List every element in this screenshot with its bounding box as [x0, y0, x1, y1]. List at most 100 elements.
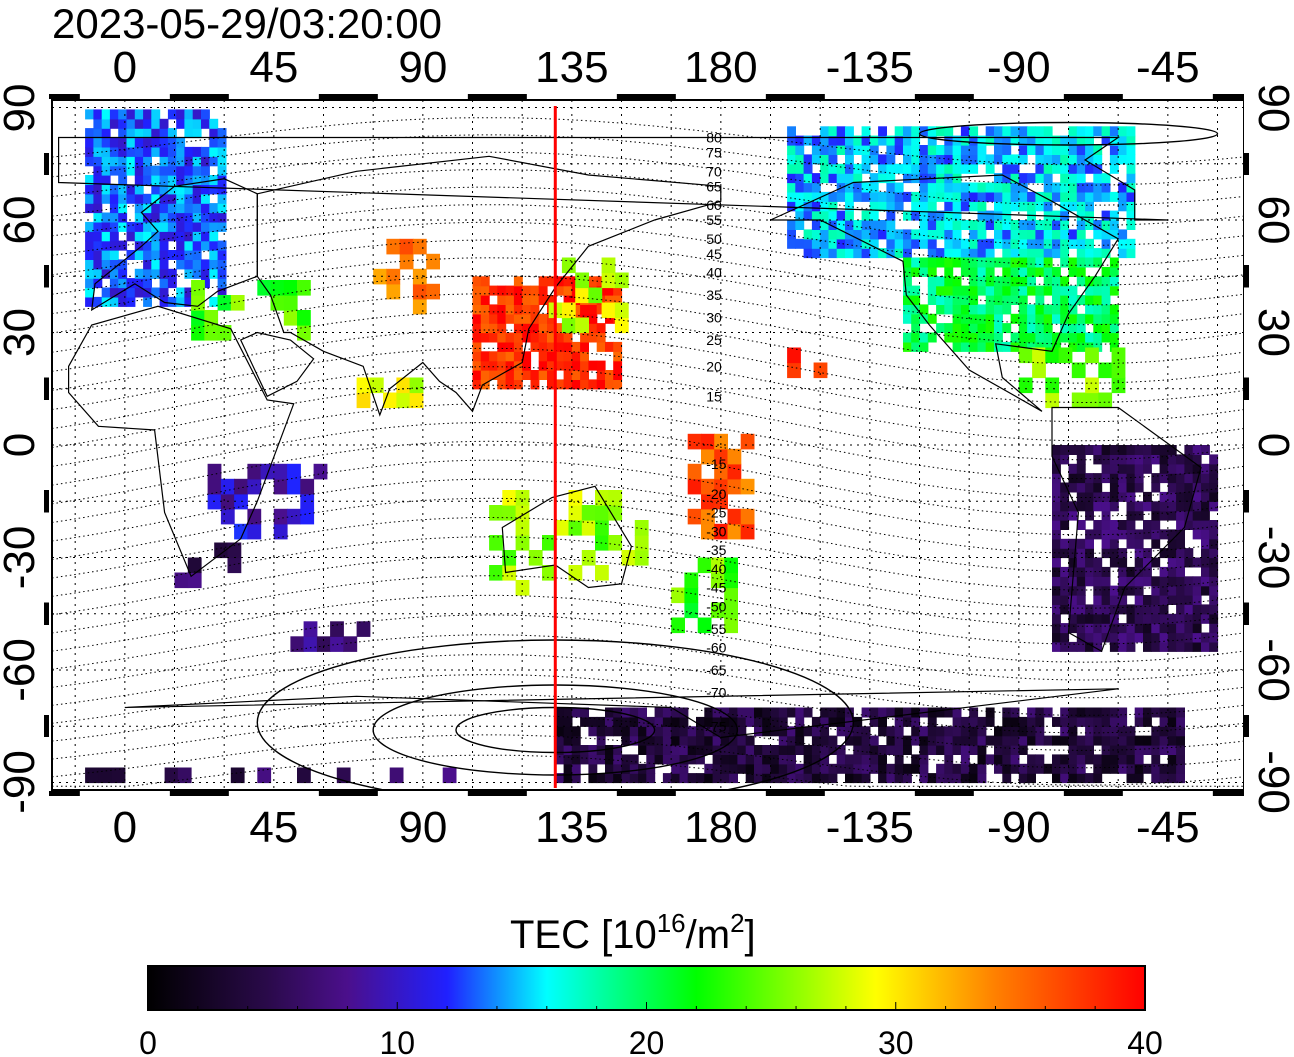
tec-cell	[778, 735, 788, 746]
tec-cell	[1002, 154, 1012, 165]
tec-cell	[1143, 735, 1152, 746]
tec-cell	[515, 490, 530, 506]
tec-cell	[1159, 566, 1169, 577]
tec-cell	[167, 184, 177, 195]
tec-cell	[167, 175, 177, 185]
lon-tick-label-bottom: -45	[1136, 803, 1200, 852]
tec-cell	[724, 587, 738, 604]
tec-cell	[1143, 763, 1152, 774]
tec-cell	[555, 754, 565, 765]
tec-cell	[977, 735, 987, 746]
tec-cell	[588, 332, 598, 343]
tec-cell	[977, 248, 987, 259]
tec-cell	[684, 572, 699, 589]
tec-cell	[869, 707, 879, 718]
tec-cell	[1101, 276, 1111, 287]
tec-cell	[505, 351, 515, 362]
tec-cell	[1018, 735, 1028, 746]
tec-cell	[969, 707, 979, 718]
tec-cell	[1101, 745, 1111, 755]
tec-cell	[1101, 510, 1111, 521]
tec-cell	[118, 175, 128, 185]
tec-cell	[811, 173, 821, 184]
tec-cell	[960, 145, 970, 155]
tec-cell	[1043, 191, 1053, 202]
tec-cell	[472, 360, 482, 371]
tec-cell	[547, 323, 556, 334]
tec-cell	[1035, 201, 1045, 212]
tick-gap	[973, 791, 1064, 796]
tec-cell	[1184, 613, 1194, 624]
tec-cell	[176, 221, 186, 232]
tec-cell	[605, 313, 614, 324]
tec-cell	[1093, 145, 1103, 155]
tec-cell	[1176, 641, 1185, 652]
contour-label: -15	[706, 456, 726, 472]
tec-cell	[836, 238, 846, 249]
tick-gap	[79, 94, 170, 99]
tec-cell	[209, 203, 219, 214]
tec-cell	[1085, 754, 1094, 765]
tec-cell	[787, 135, 796, 146]
tec-cell	[861, 238, 871, 249]
tick-gap	[1244, 287, 1249, 378]
tec-cell	[1018, 173, 1028, 184]
tec-cell	[853, 182, 863, 193]
tec-cell	[1027, 735, 1036, 746]
tec-cell	[1134, 735, 1144, 746]
tec-cell	[828, 220, 838, 230]
tec-cell	[530, 379, 540, 390]
tec-cell	[1118, 229, 1128, 240]
tec-cell	[727, 508, 742, 525]
tec-cell	[93, 240, 103, 251]
tec-cell	[93, 231, 103, 242]
tec-cell	[869, 229, 879, 240]
tec-cell	[234, 478, 248, 495]
tec-cell	[985, 135, 995, 146]
tec-cell	[936, 248, 945, 259]
tec-cell	[513, 332, 523, 343]
tec-cell	[1126, 613, 1136, 624]
tec-region-mediterranean	[191, 280, 311, 341]
tec-cell	[1043, 341, 1053, 352]
tec-cell	[1052, 623, 1061, 634]
tec-cell	[911, 304, 921, 315]
tec-cell	[93, 250, 103, 260]
tec-cell	[1085, 377, 1099, 394]
tec-cell	[1134, 595, 1144, 605]
tec-cell	[489, 313, 498, 324]
tec-cell	[1060, 548, 1070, 559]
tec-cell	[134, 287, 144, 298]
tec-cell	[919, 220, 929, 230]
tec-cell	[1076, 126, 1086, 137]
tec-cell	[828, 191, 838, 202]
tec-cell	[542, 535, 556, 551]
tec-cell	[828, 773, 838, 784]
tec-cell	[638, 773, 647, 784]
tec-cell	[1068, 641, 1078, 652]
tec-cell	[1167, 585, 1177, 596]
lon-tick-label-bottom: 135	[535, 803, 608, 852]
tec-cell	[1018, 304, 1028, 315]
tec-cell	[985, 341, 995, 352]
tec-cell	[1167, 463, 1177, 474]
tec-cell	[109, 165, 119, 176]
tec-cell	[845, 754, 854, 765]
tec-cell	[1159, 604, 1169, 615]
tec-cell	[1176, 566, 1185, 577]
tec-cell	[894, 182, 904, 193]
tec-cell	[994, 332, 1003, 343]
tec-cell	[614, 272, 629, 289]
tec-cell	[101, 137, 111, 148]
tec-cell	[217, 175, 227, 185]
tec-cell	[505, 341, 515, 352]
tec-cell	[159, 165, 169, 176]
tec-cell	[143, 193, 152, 204]
tec-cell	[903, 773, 912, 784]
tec-cell	[201, 109, 210, 120]
tec-cell	[646, 726, 656, 737]
tec-cell	[936, 145, 945, 155]
tec-cell	[201, 221, 210, 232]
tec-cell	[1068, 173, 1078, 184]
tec-cell	[1126, 238, 1136, 249]
